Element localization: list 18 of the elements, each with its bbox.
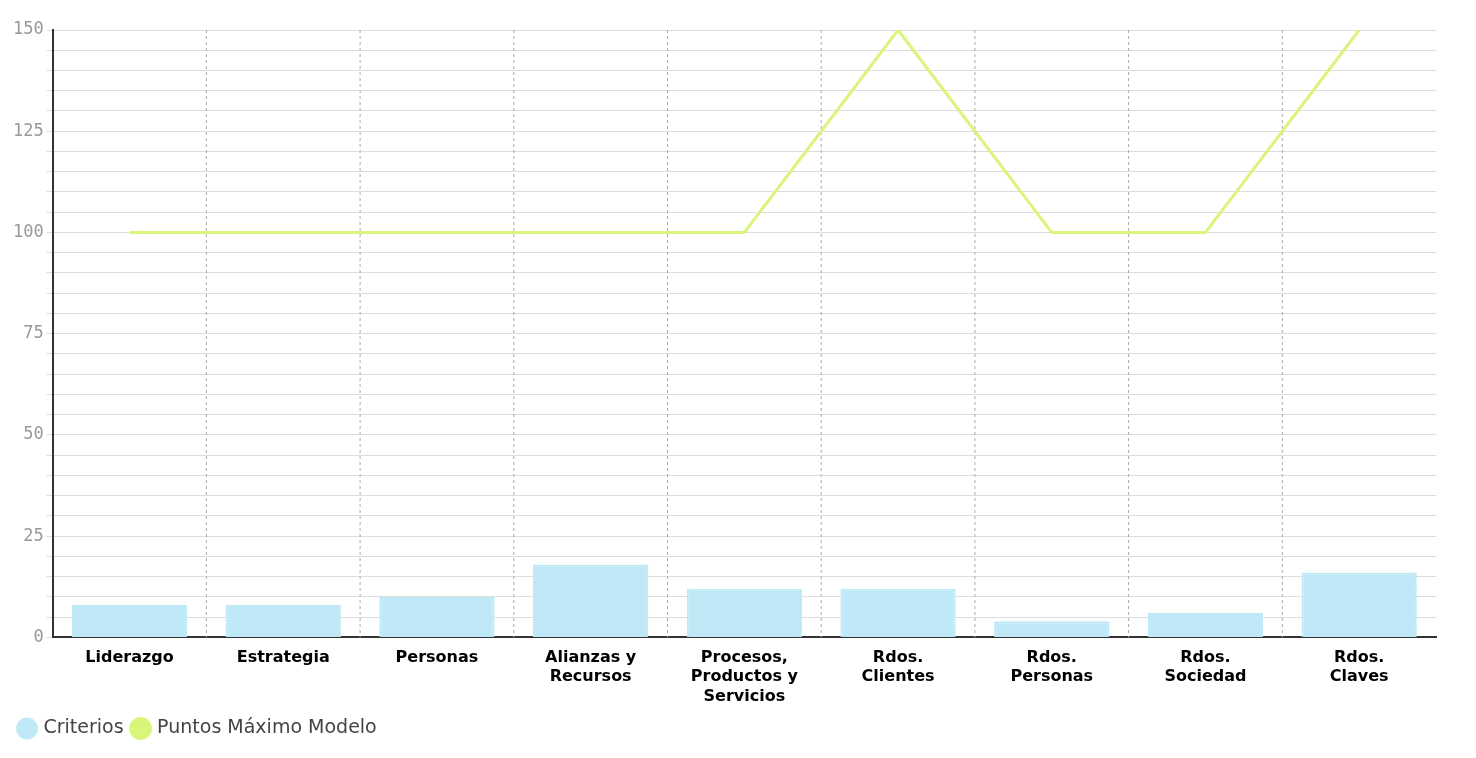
y-tick-label: 75	[23, 322, 44, 343]
x-tick-label: Rdos. Sociedad	[1164, 647, 1247, 686]
y-tick-label: 125	[12, 119, 44, 140]
y-tick-label: 150	[12, 18, 44, 39]
legend-label: Puntos Máximo Modelo	[157, 715, 377, 738]
y-tick-label: 0	[33, 625, 44, 646]
y-tick-label: 25	[23, 524, 44, 545]
x-tick-label: Alianzas y Recursos	[545, 647, 637, 686]
x-tick-label: Rdos. Personas	[1010, 647, 1094, 686]
x-tick-label: Estrategia	[236, 647, 330, 667]
x-tick-label: Liderazgo	[85, 647, 174, 667]
y-tick-label: 50	[23, 423, 44, 444]
x-tick-label: Personas	[395, 647, 479, 667]
legend-label: Criterios	[43, 715, 124, 738]
x-tick-label: Rdos. Claves	[1329, 647, 1389, 686]
x-tick-label: Procesos, Productos y Servicios	[690, 647, 799, 705]
y-tick-label: 100	[12, 220, 44, 241]
x-tick-label: Rdos. Clientes	[861, 647, 935, 686]
